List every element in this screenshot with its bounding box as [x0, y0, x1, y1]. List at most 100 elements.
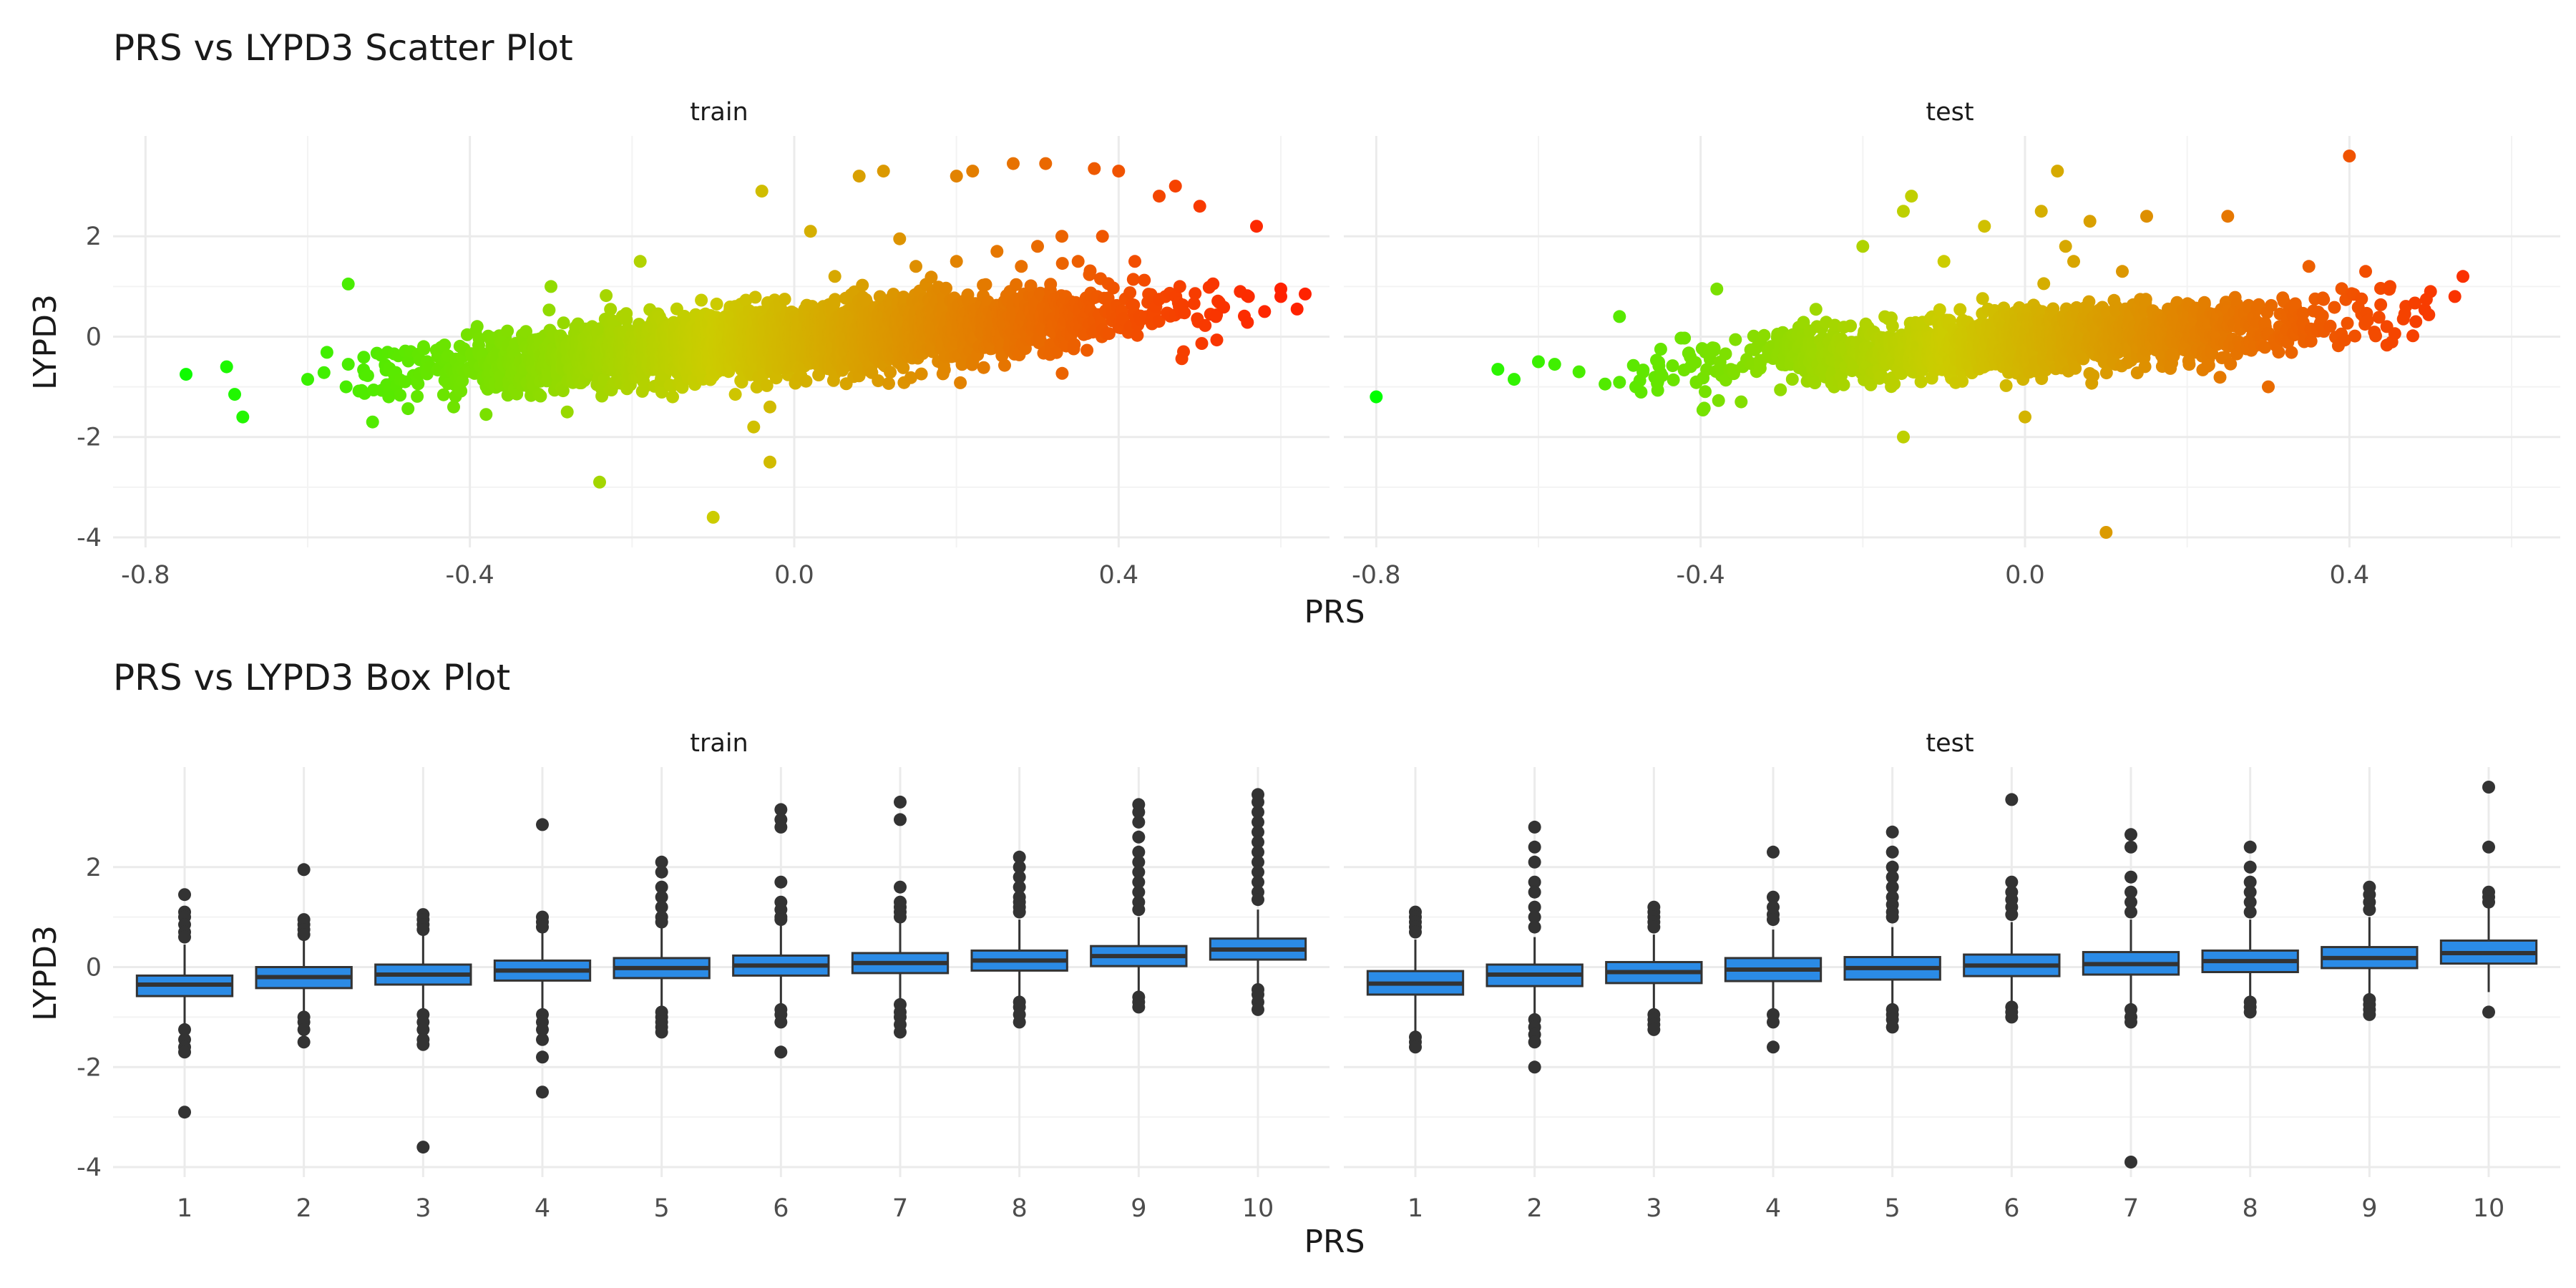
scatter-point [706, 510, 720, 524]
x-tick-label: 0.4 [2329, 561, 2369, 590]
scatter-point [1210, 333, 1224, 347]
scatter-point [1007, 157, 1020, 170]
scatter-point [856, 278, 869, 292]
scatter-point [1654, 343, 1667, 356]
scatter-point [1177, 345, 1190, 358]
scatter-point [1199, 318, 1212, 332]
scatter-point [542, 303, 556, 317]
scatter-point [1015, 260, 1028, 273]
scatter-point [236, 410, 250, 424]
scatter-point [593, 475, 606, 489]
scatter-point [979, 278, 992, 291]
scatter-point [966, 165, 980, 178]
scatter-point [799, 374, 813, 388]
scatter-point [399, 375, 411, 389]
scatter-point [735, 376, 748, 389]
scatter-y-axis-title: LYPD3 [27, 294, 64, 390]
scatter-point [1039, 157, 1053, 170]
scatter-point [1250, 220, 1263, 233]
scatter-point [755, 185, 769, 198]
scatter-point [1290, 302, 1304, 316]
scatter-point [1044, 278, 1058, 291]
scatter-point [1636, 364, 1650, 377]
scatter-point [1999, 379, 2013, 392]
scatter-point [1055, 230, 1068, 243]
scatter-point [411, 389, 424, 403]
scatter-point [998, 358, 1011, 372]
scatter-point [893, 232, 907, 245]
scatter-point [882, 376, 895, 390]
scatter-point [1689, 356, 1702, 369]
scatter-point [877, 165, 890, 178]
scatter-point [750, 380, 763, 394]
scatter-point [560, 405, 574, 419]
scatter-point [1678, 331, 1692, 345]
scatter-point [940, 281, 952, 295]
scatter-point [411, 377, 425, 391]
x-tick-label: -0.4 [1677, 561, 1725, 590]
scatter-point [1785, 373, 1799, 386]
scatter-point [1178, 306, 1191, 320]
x-tick-label: -0.8 [1352, 561, 1400, 590]
scatter-point [638, 380, 652, 393]
x-tick-label: -0.8 [121, 561, 170, 590]
scatter-point [1088, 162, 1101, 175]
scatter-point [1068, 338, 1081, 351]
scatter-point [1083, 264, 1097, 278]
scatter-point [394, 389, 407, 402]
scatter-point [220, 360, 233, 374]
scatter-point [1055, 366, 1069, 380]
scatter-point [339, 380, 353, 394]
scatter-point [909, 260, 922, 273]
scatter-point [1173, 280, 1186, 293]
scatter-point [600, 289, 613, 303]
scatter-point [884, 366, 897, 379]
scatter-point [361, 369, 374, 382]
scatter-point [1241, 290, 1255, 303]
scatter-point [748, 291, 762, 304]
scatter-point [666, 390, 679, 404]
scatter-title: PRS vs LYPD3 Scatter Plot [113, 27, 573, 69]
scatter-point [519, 325, 532, 338]
scatter-point [763, 400, 776, 414]
scatter-point [545, 280, 557, 293]
scatter-point [633, 255, 647, 268]
scatter-point [1193, 200, 1206, 213]
scatter-strip-train: train [690, 98, 748, 127]
scatter-point [1599, 377, 1612, 391]
scatter-point [417, 342, 431, 356]
scatter-point [401, 402, 415, 416]
scatter-point [366, 415, 379, 429]
scatter-point [1888, 377, 1901, 391]
scatter-point [977, 361, 990, 374]
y-tick-label: -2 [77, 424, 102, 452]
scatter-point [1128, 255, 1141, 268]
scatter-point [301, 373, 314, 386]
scatter-point [763, 455, 776, 469]
scatter-point [1729, 333, 1742, 346]
scatter-point [1258, 305, 1272, 318]
scatter-point [1169, 180, 1182, 193]
scatter-point [320, 346, 333, 359]
scatter-point [2037, 277, 2051, 291]
x-tick-label: -0.4 [446, 561, 494, 590]
scatter-point [620, 313, 633, 326]
scatter-point [1153, 190, 1166, 203]
scatter-point [557, 316, 570, 330]
scatter-point [1080, 343, 1094, 357]
scatter-point [695, 293, 708, 307]
scatter-point [990, 245, 1004, 258]
x-tick-label: 0.0 [2005, 561, 2045, 590]
scatter-point [479, 408, 493, 421]
scatter-panel-train: -4-202-0.8 -0.4 0.0 0.4 [77, 136, 1330, 590]
scatter-strip-test: test [1926, 98, 1974, 127]
scatter-point [828, 293, 841, 306]
scatter-point [1844, 319, 1858, 333]
scatter-point [1757, 328, 1771, 342]
scatter-point [954, 376, 967, 389]
scatter-point [1774, 383, 1787, 396]
scatter-point [1697, 401, 1711, 415]
scatter-point [1667, 373, 1680, 386]
scatter-point [454, 384, 468, 398]
